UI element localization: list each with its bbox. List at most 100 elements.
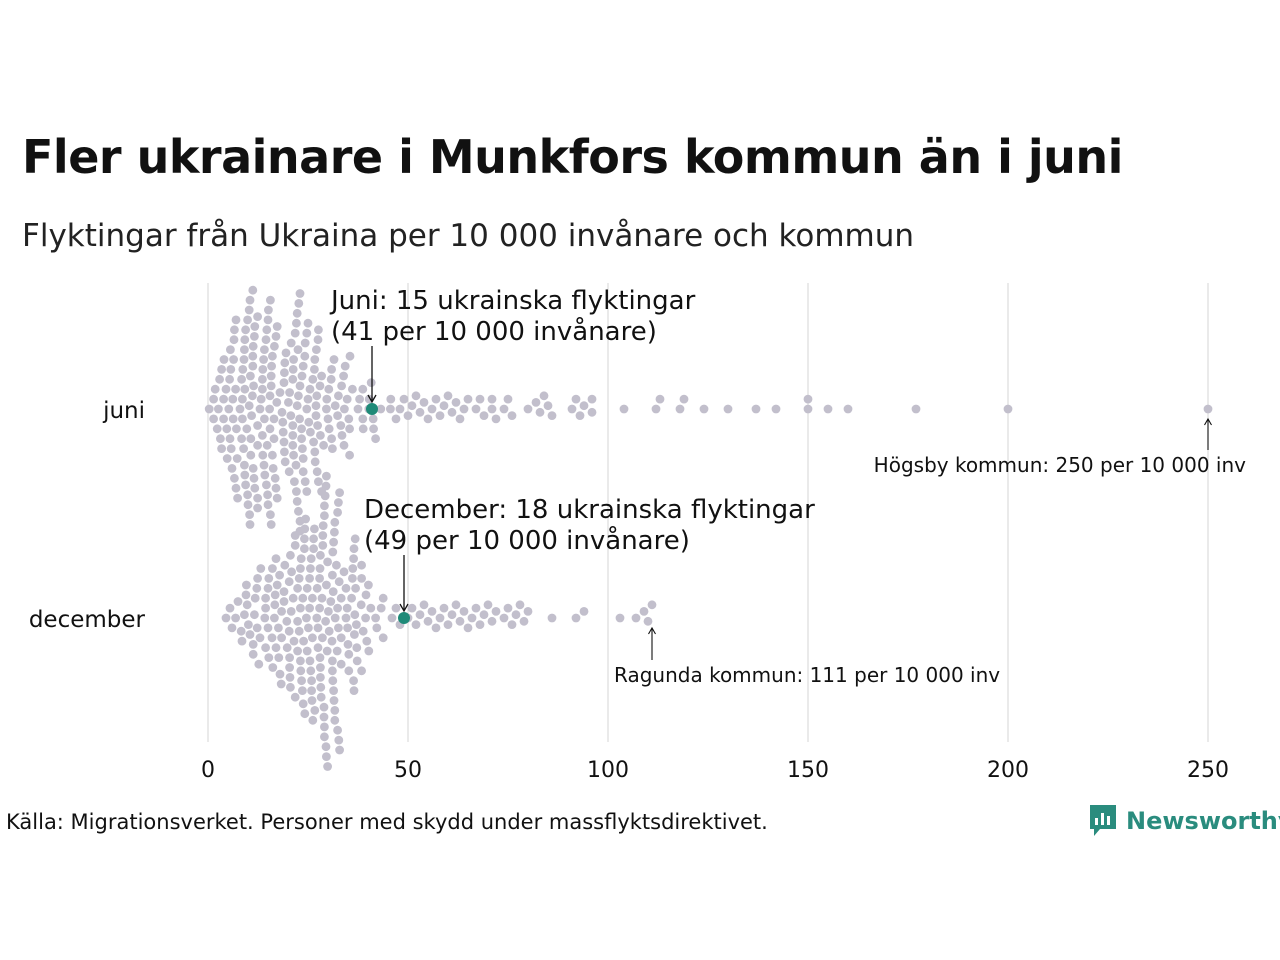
data-point bbox=[261, 643, 270, 653]
data-point bbox=[290, 541, 300, 550]
data-point bbox=[330, 401, 340, 411]
data-point bbox=[336, 659, 346, 669]
data-point bbox=[364, 580, 373, 590]
data-point bbox=[305, 384, 315, 394]
data-point bbox=[254, 659, 264, 669]
highlight-label-line1: December: 18 ukrainska flyktingar bbox=[364, 495, 815, 525]
data-point bbox=[246, 434, 256, 444]
data-point bbox=[336, 593, 346, 603]
data-point bbox=[225, 434, 235, 444]
data-point bbox=[262, 480, 271, 490]
data-point bbox=[322, 580, 331, 590]
data-point bbox=[319, 702, 329, 712]
data-point bbox=[238, 365, 248, 374]
data-point bbox=[334, 391, 343, 401]
data-point bbox=[258, 431, 267, 440]
data-point bbox=[364, 646, 374, 656]
data-point bbox=[279, 437, 289, 447]
data-point bbox=[296, 666, 306, 676]
data-point bbox=[322, 646, 332, 656]
data-point bbox=[265, 424, 275, 434]
data-point bbox=[226, 345, 235, 354]
data-point bbox=[333, 725, 342, 735]
highlight-point bbox=[398, 612, 410, 624]
data-point bbox=[227, 623, 237, 633]
data-point bbox=[252, 583, 262, 593]
data-point bbox=[240, 335, 250, 345]
data-point bbox=[255, 633, 265, 643]
data-point bbox=[341, 613, 351, 623]
data-point bbox=[349, 554, 358, 563]
data-point bbox=[321, 742, 331, 752]
data-point bbox=[270, 341, 279, 351]
data-point bbox=[322, 471, 331, 481]
data-point bbox=[309, 437, 318, 447]
data-point bbox=[407, 603, 417, 613]
data-point bbox=[313, 421, 322, 430]
data-point bbox=[651, 404, 661, 414]
data-point bbox=[258, 365, 268, 374]
data-point bbox=[225, 603, 235, 613]
data-point bbox=[300, 524, 310, 534]
data-point bbox=[285, 673, 295, 682]
data-point bbox=[298, 361, 308, 371]
data-point bbox=[263, 500, 273, 510]
data-point bbox=[329, 355, 339, 364]
data-point bbox=[242, 424, 252, 434]
data-point bbox=[575, 411, 585, 420]
data-point bbox=[226, 365, 236, 374]
data-point bbox=[318, 541, 328, 550]
data-point bbox=[328, 666, 337, 676]
data-point bbox=[290, 531, 300, 540]
data-point bbox=[399, 394, 409, 404]
data-point bbox=[320, 491, 330, 501]
data-point bbox=[268, 663, 278, 672]
data-point bbox=[352, 656, 362, 666]
data-point bbox=[323, 762, 332, 771]
data-point bbox=[219, 355, 229, 364]
data-point bbox=[631, 613, 641, 623]
data-point bbox=[326, 597, 336, 606]
data-point bbox=[300, 338, 310, 348]
data-point bbox=[324, 424, 334, 434]
data-point bbox=[643, 616, 653, 626]
data-point bbox=[312, 391, 322, 401]
data-point bbox=[587, 394, 597, 404]
data-point bbox=[240, 345, 249, 354]
data-point bbox=[245, 520, 255, 529]
data-point bbox=[324, 607, 333, 616]
data-point bbox=[209, 394, 219, 404]
data-point bbox=[256, 394, 266, 404]
data-point bbox=[266, 510, 275, 519]
data-point bbox=[239, 355, 249, 364]
data-point bbox=[330, 517, 340, 527]
data-point bbox=[241, 590, 251, 600]
data-point bbox=[233, 493, 243, 503]
data-point bbox=[386, 404, 395, 414]
newsworthy-logo-icon bbox=[1090, 805, 1116, 836]
data-point bbox=[294, 391, 303, 401]
data-point bbox=[259, 355, 268, 364]
data-point bbox=[286, 338, 296, 348]
highlight-label-line1: Juni: 15 ukrainska flyktingar bbox=[329, 286, 696, 316]
data-point bbox=[271, 554, 281, 563]
data-point bbox=[507, 620, 517, 629]
data-point bbox=[316, 682, 326, 692]
data-point bbox=[302, 328, 312, 338]
x-tick-label: 50 bbox=[394, 758, 422, 783]
data-point bbox=[268, 464, 278, 473]
data-point bbox=[487, 616, 497, 626]
data-point bbox=[723, 404, 733, 414]
data-point bbox=[288, 365, 298, 374]
data-point bbox=[241, 480, 251, 490]
data-point bbox=[215, 374, 225, 384]
data-point bbox=[248, 361, 258, 371]
data-point bbox=[312, 583, 322, 593]
data-point bbox=[463, 394, 473, 404]
data-point bbox=[229, 355, 239, 364]
data-point bbox=[266, 381, 276, 391]
data-point bbox=[296, 656, 305, 666]
data-point bbox=[361, 590, 371, 600]
x-tick-label: 150 bbox=[787, 758, 829, 783]
data-point bbox=[261, 593, 270, 603]
